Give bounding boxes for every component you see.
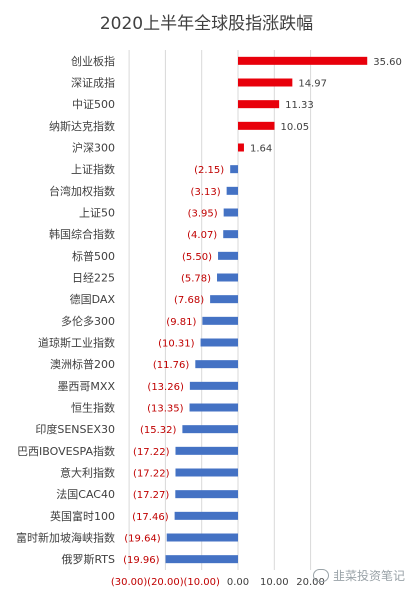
category-label: 巴西IBOVESPA指数	[17, 444, 115, 458]
data-label: (9.81)	[166, 317, 196, 328]
bar	[226, 186, 238, 195]
data-label: (13.35)	[147, 404, 184, 415]
x-tick-label: 0.00	[227, 577, 249, 588]
category-label: 标普500	[72, 249, 115, 263]
wechat-icon	[312, 569, 329, 582]
bar	[238, 56, 368, 65]
category-label: 印度SENSEX30	[35, 422, 115, 436]
bar	[166, 533, 238, 542]
bar	[195, 360, 238, 369]
data-label: (15.32)	[140, 425, 177, 436]
category-label: 意大利指数	[60, 466, 115, 480]
category-label: 上证50	[79, 207, 115, 220]
x-tick-label: 20.00	[296, 577, 325, 588]
watermark-text: 韭菜投资笔记	[332, 569, 405, 583]
category-label: 富时新加坡海峡指数	[16, 531, 115, 545]
data-label: 10.05	[280, 122, 309, 133]
data-label: (2.15)	[194, 165, 224, 176]
bar	[238, 121, 275, 130]
bar	[238, 143, 244, 152]
bar	[218, 251, 238, 260]
category-label: 纳斯达克指数	[49, 119, 115, 133]
data-label: (19.64)	[124, 534, 161, 545]
category-label: 深证成指	[71, 76, 115, 90]
category-label: 道琼斯工业指数	[38, 336, 115, 350]
bar	[174, 511, 238, 520]
chart-title: 2020上半年全球股指涨跌幅	[99, 14, 314, 34]
category-label: 恒生指数	[71, 401, 115, 415]
bar	[238, 78, 293, 87]
bar	[210, 295, 238, 304]
bar	[223, 208, 238, 217]
data-label: (17.22)	[133, 469, 170, 480]
data-label: (4.07)	[187, 230, 217, 241]
category-label: 上证指数	[71, 162, 115, 176]
category-label: 墨西哥MXX	[57, 380, 115, 393]
data-label: (13.26)	[147, 382, 184, 393]
category-label: 法国CAC40	[56, 487, 115, 501]
category-label: 沪深300	[72, 141, 115, 155]
data-label: (5.50)	[182, 252, 212, 263]
data-label: 35.60	[373, 57, 402, 68]
bar	[165, 555, 238, 564]
data-label: (3.95)	[188, 209, 218, 220]
bar	[175, 468, 238, 477]
bar	[189, 403, 238, 412]
data-label: 11.33	[285, 100, 314, 111]
bar	[223, 230, 238, 239]
bar	[230, 165, 238, 174]
category-label: 韩国综合指数	[49, 227, 115, 241]
bar	[182, 425, 238, 434]
x-tick-label: (30.00)	[111, 577, 148, 588]
data-label: (7.68)	[174, 295, 204, 306]
data-label: 14.97	[298, 79, 327, 90]
bar	[175, 490, 238, 499]
watermark: 韭菜投资笔记	[312, 567, 405, 584]
x-tick-label: (10.00)	[183, 577, 220, 588]
bar	[200, 338, 238, 347]
bar	[217, 273, 238, 282]
bar	[238, 100, 280, 109]
category-label: 德国DAX	[70, 292, 116, 306]
data-label: (5.78)	[181, 274, 211, 285]
x-tick-label: (20.00)	[147, 577, 184, 588]
category-label: 英国富时100	[50, 509, 115, 523]
category-label: 俄罗斯RTS	[61, 553, 115, 566]
bar	[189, 381, 238, 390]
category-label: 台湾加权指数	[49, 184, 115, 198]
data-label: (11.76)	[153, 360, 190, 371]
bar	[175, 446, 238, 455]
category-label: 日经225	[72, 272, 115, 285]
data-label: (17.22)	[133, 447, 170, 458]
data-label: 1.64	[250, 144, 272, 155]
bar	[202, 316, 238, 325]
x-tick-label: 10.00	[260, 577, 289, 588]
category-label: 中证500	[72, 98, 115, 111]
data-label: (17.27)	[133, 490, 170, 501]
data-label: (3.13)	[191, 187, 221, 198]
category-label: 多伦多300	[61, 314, 115, 328]
data-label: (17.46)	[132, 512, 169, 523]
category-label: 创业板指	[71, 54, 115, 68]
category-label: 澳洲标普200	[50, 357, 115, 371]
data-label: (10.31)	[158, 339, 195, 350]
data-label: (19.96)	[123, 555, 160, 566]
